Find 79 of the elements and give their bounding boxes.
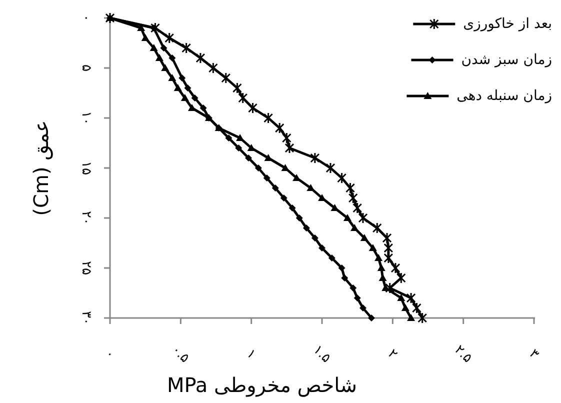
point — [208, 62, 218, 74]
point — [161, 64, 170, 71]
point — [272, 184, 279, 192]
point — [180, 94, 189, 101]
y-tick-label: ۱۵ — [78, 161, 94, 175]
point — [350, 224, 359, 231]
y-tick-label: ۱۰ — [78, 111, 94, 125]
point — [245, 154, 252, 162]
point — [397, 294, 406, 301]
point — [385, 282, 395, 294]
point — [354, 294, 361, 302]
point — [318, 244, 326, 252]
y-tick-label: ۲۰ — [78, 211, 94, 225]
point — [328, 254, 336, 262]
point — [343, 214, 352, 221]
point — [141, 34, 150, 41]
point — [164, 32, 174, 44]
y-tick-label: ۳۰ — [78, 311, 94, 325]
point — [200, 104, 207, 112]
x-tick-label: ۱ — [243, 346, 259, 362]
point — [263, 174, 270, 182]
point — [150, 44, 158, 51]
point — [306, 184, 315, 191]
point — [360, 234, 368, 241]
point — [401, 304, 410, 311]
point — [372, 222, 382, 234]
legend-label: زمان سبز شدن — [461, 52, 552, 68]
point — [174, 84, 182, 91]
point — [168, 74, 176, 81]
point — [288, 204, 296, 212]
x-tick-label: ۰ — [102, 346, 118, 362]
point — [196, 52, 206, 64]
x-tick-label: ۲ — [384, 346, 400, 362]
point — [150, 24, 158, 32]
point — [337, 172, 347, 184]
x-tick-label: ۱.۵ — [310, 342, 334, 366]
point — [302, 224, 310, 232]
point — [374, 254, 383, 261]
point — [368, 244, 377, 251]
point — [178, 74, 186, 82]
point — [368, 314, 375, 322]
point — [318, 194, 326, 201]
x-axis-title: شاخص مخروطی MPa — [166, 373, 358, 397]
point — [326, 162, 336, 174]
point — [264, 112, 274, 124]
point — [182, 42, 192, 54]
point — [338, 264, 346, 272]
point — [248, 102, 258, 114]
point — [359, 304, 366, 312]
point — [310, 152, 320, 164]
legend-label: زمان سنبله دهی — [456, 88, 552, 104]
x-tick-label: ۳ — [526, 346, 542, 362]
x-tick-label: ۲.۵ — [451, 342, 475, 366]
point — [296, 214, 303, 222]
point — [235, 144, 242, 152]
y-axis-title: عمق (Cm) — [29, 120, 53, 216]
x-tick-label: ۰.۵ — [168, 342, 192, 366]
point — [221, 72, 231, 84]
point — [225, 134, 232, 142]
y-tick-label: ۲۵ — [78, 261, 94, 275]
point — [236, 134, 244, 141]
point — [150, 22, 160, 34]
point — [254, 164, 262, 172]
point — [407, 314, 416, 321]
legend-label: بعد از خاکورزی — [463, 16, 552, 32]
point — [168, 54, 176, 62]
point — [281, 164, 290, 171]
point — [377, 264, 386, 271]
point — [280, 194, 288, 202]
point — [378, 274, 387, 281]
y-tick-label: ۰ — [78, 14, 94, 22]
point — [155, 54, 164, 61]
point — [341, 274, 348, 282]
y-tick-label: ۵ — [78, 64, 94, 72]
point — [350, 284, 357, 292]
point — [311, 234, 318, 242]
point — [160, 44, 168, 52]
point — [191, 94, 198, 102]
point — [184, 84, 192, 92]
